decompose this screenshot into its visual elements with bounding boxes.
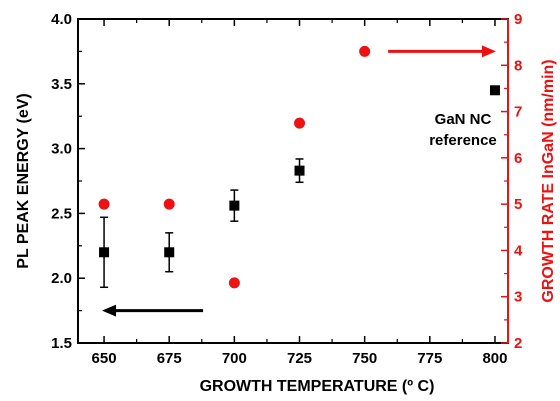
y-left-tick-label: 3.0 <box>51 141 72 158</box>
pl-energy-point <box>294 165 305 176</box>
y-right-tick-label: 4 <box>514 242 523 259</box>
reference-annotation-line2: reference <box>429 132 497 149</box>
plot-frame <box>77 18 509 344</box>
y-left-tick-label: 1.5 <box>51 335 72 352</box>
growth-rate-point <box>163 198 175 210</box>
x-tick-label: 725 <box>287 350 312 367</box>
y-right-tick-label: 2 <box>514 335 522 352</box>
arrows <box>102 45 496 317</box>
pl-energy-point <box>229 200 240 211</box>
growth-rate-point <box>228 277 240 289</box>
y-right-tick-label: 3 <box>514 289 522 306</box>
x-tick-label: 750 <box>352 350 377 367</box>
growth-rate-point <box>98 198 110 210</box>
y-axis-right: 2 3 4 5 6 7 8 9 <box>501 11 523 352</box>
pl-energy-point <box>164 247 175 258</box>
y-right-tick-label: 6 <box>514 150 522 167</box>
x-axis-label: GROWTH TEMPERATURE (º C) <box>200 378 435 395</box>
y-right-tick-label: 5 <box>514 196 522 213</box>
growth-rate-point <box>359 45 371 57</box>
reference-annotation-line1: GaN NC <box>435 111 492 128</box>
growth-rate-point <box>294 117 306 129</box>
series-layer <box>98 45 500 289</box>
y-axis-right-label: GROWTH RATE InGaN (nm/min) <box>540 59 557 302</box>
y-axis-left: 1.5 2.0 2.5 3.0 3.5 4.0 <box>51 11 85 352</box>
pl-energy-point <box>489 85 500 96</box>
y-right-tick-label: 9 <box>514 11 522 28</box>
x-tick-label: 800 <box>482 350 507 367</box>
y-right-tick-label: 8 <box>514 57 522 74</box>
y-left-tick-label: 2.0 <box>51 270 72 287</box>
x-tick-label: 775 <box>417 350 442 367</box>
right-axis-arrow-head <box>481 45 496 58</box>
pl-energy-point <box>99 247 110 258</box>
x-tick-label: 700 <box>222 350 247 367</box>
y-right-tick-label: 7 <box>514 104 522 121</box>
y-left-tick-label: 2.5 <box>51 205 72 222</box>
x-tick-label: 650 <box>92 350 117 367</box>
x-tick-label: 675 <box>157 350 182 367</box>
y-left-tick-label: 4.0 <box>51 11 72 28</box>
left-axis-arrow-head <box>102 304 117 317</box>
x-axis: 650 675 700 725 750 775 800 <box>92 19 507 367</box>
y-left-tick-label: 3.5 <box>51 76 72 93</box>
plot-border <box>77 18 509 344</box>
y-axis-left-label: PL PEAK ENERGY (eV) <box>15 93 32 268</box>
